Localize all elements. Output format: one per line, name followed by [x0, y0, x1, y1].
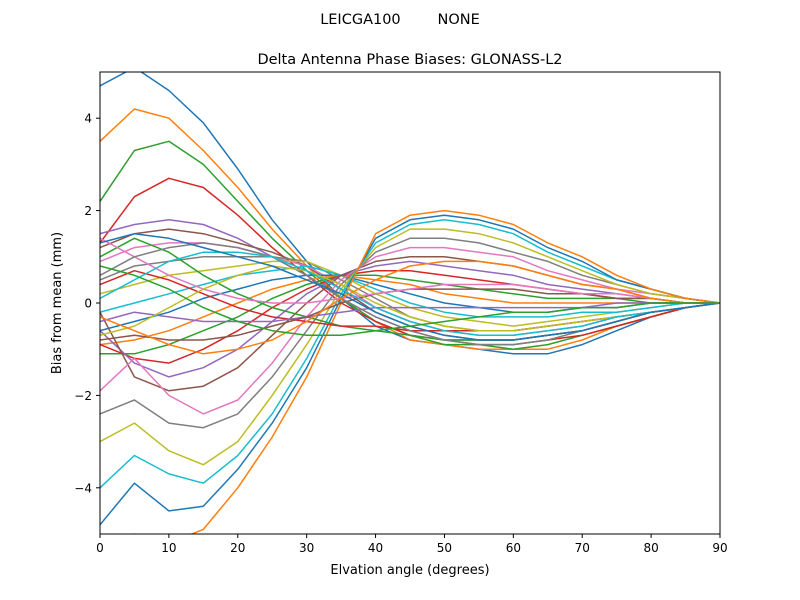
- y-axis: −4 −2 0 2 4: [74, 112, 100, 495]
- x-tick-label: 40: [368, 541, 383, 555]
- series-line: [100, 214, 720, 526]
- y-tick-label: 0: [84, 297, 92, 311]
- y-tick-label: 2: [84, 204, 92, 218]
- y-tick-label: −4: [74, 481, 92, 495]
- y-tick-label: 4: [84, 112, 92, 126]
- series-line: [100, 228, 720, 466]
- plot-lines: [100, 72, 720, 534]
- x-tick-label: 70: [575, 541, 590, 555]
- series-line: [100, 302, 720, 323]
- series-line: [132, 209, 720, 534]
- series-line: [100, 260, 720, 355]
- x-tick-label: 0: [96, 541, 104, 555]
- x-tick-label: 30: [299, 541, 314, 555]
- series-line: [100, 265, 720, 318]
- x-axis: 0 10 20 30 40 50 60 70 80 90: [96, 534, 728, 555]
- x-tick-label: 80: [643, 541, 658, 555]
- x-tick-label: 10: [161, 541, 176, 555]
- series-line: [100, 251, 720, 337]
- series-line: [100, 265, 720, 337]
- figure-suptitle: LEICGA100 NONE: [320, 12, 480, 28]
- x-tick-label: 60: [506, 541, 521, 555]
- x-tick-label: 50: [437, 541, 452, 555]
- y-tick-label: −2: [74, 389, 92, 403]
- x-tick-label: 90: [712, 541, 727, 555]
- x-axis-label: Elvation angle (degrees): [330, 563, 489, 578]
- x-tick-label: 20: [230, 541, 245, 555]
- chart-title: Delta Antenna Phase Biases: GLONASS-L2: [257, 52, 562, 68]
- y-axis-label: Bias from mean (mm): [50, 232, 65, 374]
